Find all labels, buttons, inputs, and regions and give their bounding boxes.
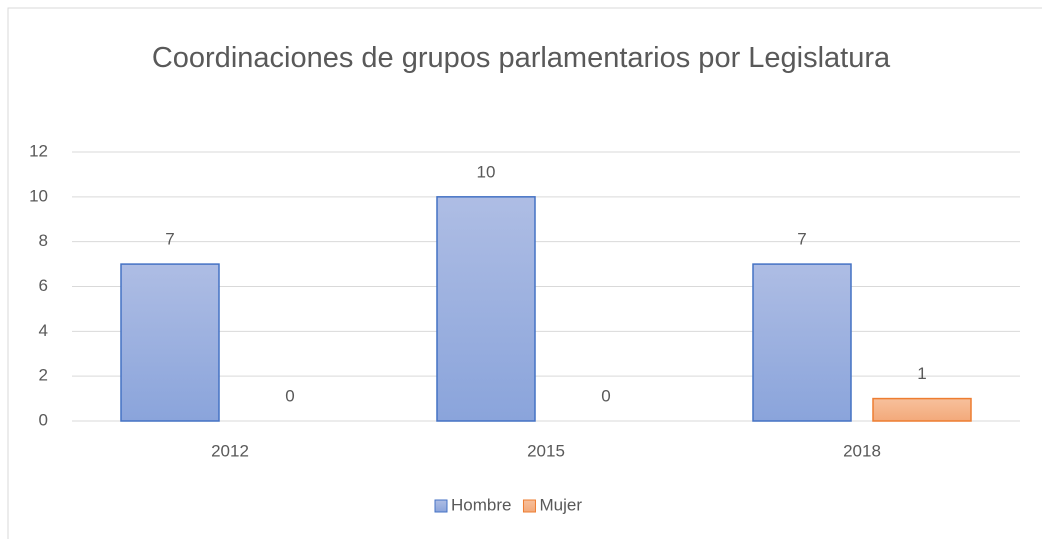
y-tick-label: 4	[39, 321, 48, 340]
x-tick-label: 2012	[211, 441, 249, 460]
data-label: 10	[477, 162, 496, 181]
y-tick-label: 0	[39, 410, 48, 429]
data-label: 1	[917, 364, 926, 383]
data-label: 7	[165, 230, 174, 249]
chart-title: Coordinaciones de grupos parlamentarios …	[151, 42, 891, 74]
bar	[752, 263, 852, 422]
data-label: 0	[285, 386, 294, 405]
y-tick-label: 2	[39, 366, 48, 385]
legend-swatch	[434, 499, 448, 513]
bar	[436, 196, 536, 422]
y-tick-label: 10	[29, 186, 48, 205]
legend-swatch	[522, 499, 536, 513]
x-tick-label: 2015	[527, 441, 565, 460]
data-label: 0	[601, 386, 610, 405]
x-tick-label: 2018	[843, 441, 881, 460]
y-tick-label: 12	[29, 141, 48, 160]
bar	[120, 263, 220, 422]
legend-label: Hombre	[451, 495, 511, 514]
data-label: 7	[797, 230, 806, 249]
y-tick-label: 6	[39, 276, 48, 295]
bar	[872, 397, 972, 422]
chart-border	[7, 7, 1042, 539]
y-tick-label: 8	[39, 231, 48, 250]
legend-label: Mujer	[539, 495, 582, 514]
